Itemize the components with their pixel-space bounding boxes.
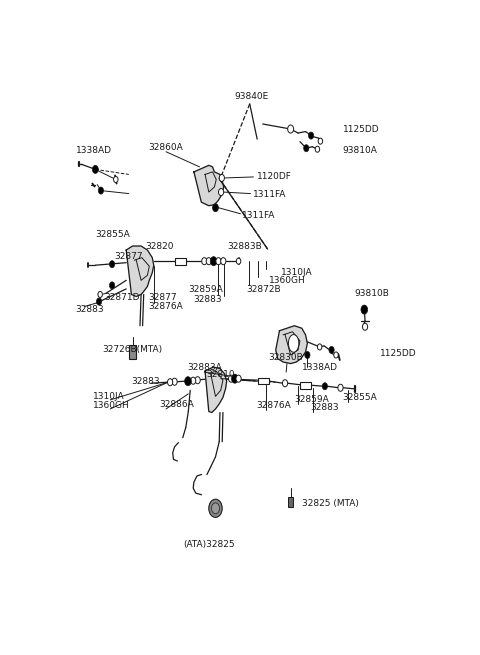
Text: 32883: 32883 [193, 295, 222, 304]
Circle shape [318, 138, 323, 144]
Text: 32830B: 32830B [268, 353, 303, 362]
Text: 32883: 32883 [75, 305, 104, 314]
Text: 1310JA: 1310JA [281, 268, 313, 277]
Circle shape [109, 282, 115, 289]
Circle shape [362, 323, 368, 330]
Circle shape [338, 384, 343, 391]
Text: 32855A: 32855A [96, 230, 130, 239]
Text: 93810A: 93810A [343, 145, 378, 155]
Text: 32876A: 32876A [256, 401, 291, 410]
Text: 1338AD: 1338AD [76, 146, 112, 155]
Bar [300, 382, 311, 388]
Circle shape [191, 377, 196, 384]
Text: 32871D: 32871D [105, 293, 140, 303]
Text: 1311FA: 1311FA [253, 190, 287, 199]
Text: 32872B: 32872B [246, 285, 281, 294]
Circle shape [172, 378, 177, 385]
Circle shape [329, 346, 334, 354]
Text: 32855A: 32855A [343, 394, 377, 402]
Circle shape [213, 204, 218, 212]
Text: 32883: 32883 [131, 377, 160, 386]
Text: 1120DF: 1120DF [257, 172, 292, 181]
Text: 32883A: 32883A [187, 363, 222, 372]
Polygon shape [205, 367, 227, 413]
Circle shape [216, 257, 221, 265]
Circle shape [219, 174, 225, 181]
Bar [175, 257, 186, 265]
Circle shape [317, 344, 322, 350]
Circle shape [109, 261, 115, 268]
Text: 32859A: 32859A [294, 395, 329, 404]
Circle shape [212, 503, 219, 514]
Text: (ATA)32825: (ATA)32825 [183, 540, 235, 549]
Circle shape [168, 379, 173, 386]
Bar [258, 378, 269, 384]
Circle shape [288, 125, 294, 133]
Circle shape [92, 165, 98, 174]
Text: 32810: 32810 [206, 369, 235, 379]
Circle shape [309, 132, 314, 139]
Text: 32883B: 32883B [228, 242, 262, 251]
Text: 1338AD: 1338AD [302, 363, 338, 372]
Circle shape [218, 189, 224, 196]
Text: 32876A: 32876A [148, 301, 183, 310]
Text: 93840E: 93840E [234, 92, 269, 102]
Text: 32726B(MTA): 32726B(MTA) [102, 345, 163, 354]
Circle shape [221, 257, 226, 265]
Circle shape [96, 298, 102, 305]
Circle shape [210, 257, 217, 266]
Polygon shape [194, 165, 224, 206]
Polygon shape [126, 246, 154, 297]
Text: 32820: 32820 [145, 242, 173, 251]
Bar [129, 345, 136, 359]
Circle shape [98, 187, 104, 194]
Circle shape [236, 375, 241, 383]
Text: 1125DD: 1125DD [343, 124, 379, 134]
Text: 32877: 32877 [114, 252, 143, 261]
Circle shape [98, 291, 102, 297]
Circle shape [206, 257, 211, 265]
Text: 32877: 32877 [148, 293, 177, 302]
Text: 1360GH: 1360GH [269, 276, 306, 285]
Circle shape [322, 383, 327, 390]
Text: 32883: 32883 [310, 403, 338, 413]
Circle shape [305, 352, 310, 358]
Text: 93810B: 93810B [354, 289, 389, 298]
Circle shape [114, 176, 118, 183]
Text: 1310JA: 1310JA [93, 392, 124, 402]
Circle shape [228, 375, 234, 383]
Circle shape [334, 352, 338, 358]
Circle shape [209, 499, 222, 517]
Circle shape [231, 374, 238, 383]
Text: 32859A: 32859A [188, 285, 223, 294]
Circle shape [236, 258, 241, 264]
Text: 1125DD: 1125DD [380, 349, 417, 358]
Ellipse shape [288, 335, 299, 352]
Circle shape [315, 146, 320, 152]
Circle shape [185, 377, 192, 386]
Circle shape [361, 305, 368, 314]
Text: 32886A: 32886A [160, 400, 194, 409]
Circle shape [282, 380, 288, 386]
Polygon shape [276, 326, 307, 364]
Circle shape [304, 145, 309, 152]
Text: 1360GH: 1360GH [93, 401, 130, 410]
Bar [288, 497, 293, 507]
Circle shape [202, 257, 207, 265]
Text: 1311FA: 1311FA [242, 212, 276, 220]
Circle shape [195, 377, 200, 384]
Text: 32825 (MTA): 32825 (MTA) [302, 498, 359, 508]
Text: 32860A: 32860A [149, 143, 183, 152]
